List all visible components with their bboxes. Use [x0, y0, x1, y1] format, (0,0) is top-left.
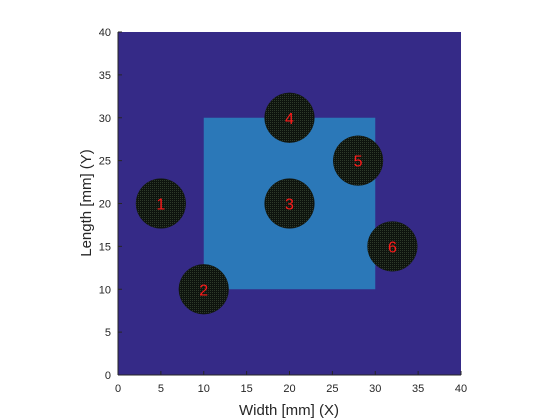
x-tick-label: 30: [369, 383, 381, 395]
x-tick-label: 15: [241, 383, 253, 395]
x-tick-label: 35: [412, 383, 424, 395]
marker-label: 4: [285, 111, 294, 128]
marker-3: 3: [264, 178, 315, 229]
marker-label: 1: [156, 197, 165, 214]
x-tick-label: 40: [455, 383, 467, 395]
y-tick-label: 35: [99, 70, 111, 82]
y-tick-label: 15: [99, 241, 111, 253]
marker-circle: [332, 135, 384, 186]
y-tick-label: 30: [99, 113, 111, 125]
marker-2: 2: [178, 264, 229, 315]
marker-5: 5: [332, 135, 384, 186]
marker-6: 6: [367, 221, 418, 272]
marker-circle: [178, 264, 229, 315]
marker-4: 4: [264, 92, 315, 143]
x-tick-label: 10: [198, 383, 210, 395]
x-axis-label: Width [mm] (X): [239, 402, 339, 419]
marker-label: 5: [354, 154, 363, 171]
marker-circle: [264, 92, 315, 143]
x-tick-label: 5: [158, 383, 164, 395]
marker-label: 3: [285, 197, 294, 214]
marker-1: 1: [135, 178, 186, 229]
plot-area: 1 2 3 4 5 6: [118, 32, 461, 375]
y-axis-label: Length [mm] (Y): [78, 149, 95, 257]
marker-circle: [264, 178, 315, 229]
marker-circle: [367, 221, 418, 272]
marker-circle: [135, 178, 186, 229]
marker-label: 2: [199, 282, 208, 299]
y-tick-label: 5: [105, 327, 111, 339]
y-tick-label: 25: [99, 156, 111, 168]
marker-label: 6: [388, 239, 397, 256]
y-tick-label: 40: [99, 27, 111, 39]
x-tick-label: 25: [326, 383, 338, 395]
y-tick-label: 0: [105, 370, 111, 382]
y-tick-label: 10: [99, 284, 111, 296]
x-tick-label: 0: [115, 383, 121, 395]
y-tick-label: 20: [99, 199, 111, 211]
x-tick-label: 20: [283, 383, 295, 395]
